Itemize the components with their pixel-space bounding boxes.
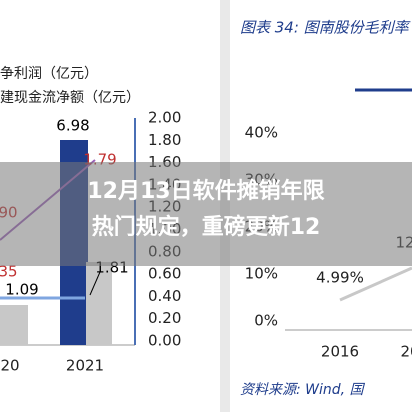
y-tick-label: 40% xyxy=(245,124,278,142)
x-tick-label: 2021 xyxy=(66,357,104,375)
data-label: 4.99% xyxy=(316,269,364,287)
y-tick-label: 1.80 xyxy=(148,131,181,149)
headline: 12月13日软件摊销年限 xyxy=(87,178,324,204)
data-label: 1.09 xyxy=(5,281,38,299)
x-tick-label: 20 xyxy=(0,357,19,375)
y-tick-label: 0.40 xyxy=(148,287,181,305)
y-tick-label: 0% xyxy=(254,312,278,330)
y-tick-label: 0.00 xyxy=(148,332,181,350)
right-chart: 图表 34: 图南股份毛利率40%30%20%10%0%2016204.99%1… xyxy=(240,19,412,398)
x-tick-label: 2016 xyxy=(321,343,359,361)
x-tick-label: 20 xyxy=(400,343,412,361)
pointer xyxy=(89,271,101,296)
source: 资料来源: Wind, 国 xyxy=(240,382,366,398)
y-tick-label: 10% xyxy=(245,265,278,283)
legend-label: 争利润（亿元） xyxy=(0,66,98,82)
bar xyxy=(86,262,112,345)
bar xyxy=(0,305,28,345)
data-label: 6.98 xyxy=(56,117,89,135)
y-tick-label: 2.00 xyxy=(148,109,181,127)
y-tick-label: 0.20 xyxy=(148,309,181,327)
chart-title: 图表 34: 图南股份毛利率 xyxy=(240,19,411,37)
legend-label: 建现金流净额（亿元） xyxy=(0,90,140,106)
overlay-band xyxy=(0,162,412,266)
y-tick-label: 0.60 xyxy=(148,265,181,283)
line xyxy=(339,266,412,302)
data-label: 35 xyxy=(0,263,18,281)
headline: 热门规定，重磅更新12 xyxy=(92,214,321,240)
